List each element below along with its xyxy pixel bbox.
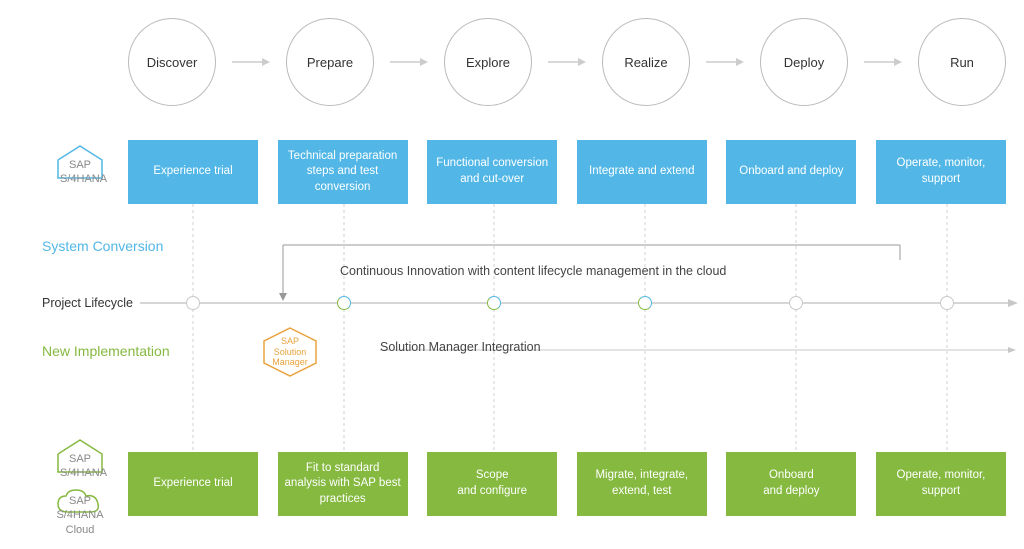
- timeline-dot: [789, 296, 803, 310]
- green-box-row: Experience trial Fit to standard analysi…: [128, 452, 1006, 516]
- phase-circle-discover: Discover: [128, 18, 216, 106]
- phase-circle-run: Run: [918, 18, 1006, 106]
- timeline-dot: [940, 296, 954, 310]
- row-label-top: SAP S/4HANA: [60, 158, 100, 187]
- timeline-dot: [337, 296, 351, 310]
- green-box: Operate, monitor, support: [876, 452, 1006, 516]
- timeline-dot: [487, 296, 501, 310]
- blue-box-row: Experience trial Technical preparation s…: [128, 140, 1006, 204]
- hex-label: SAP Solution Manager: [272, 336, 308, 368]
- phase-circle-realize: Realize: [602, 18, 690, 106]
- phase-arrow-icon: [848, 55, 918, 69]
- timeline-dot: [186, 296, 200, 310]
- blue-box: Experience trial: [128, 140, 258, 204]
- phase-circle-explore: Explore: [444, 18, 532, 106]
- row-label-bottom2: SAP S/4HANA Cloud: [56, 494, 104, 537]
- row-label-bottom1: SAP S/4HANA: [60, 452, 100, 481]
- hexagon-solution-manager-icon: SAP Solution Manager: [260, 326, 320, 378]
- phase-label: Prepare: [307, 55, 353, 70]
- green-box: Onboard and deploy: [726, 452, 856, 516]
- blue-box: Operate, monitor, support: [876, 140, 1006, 204]
- continuous-innovation-text: Continuous Innovation with content lifec…: [340, 264, 726, 278]
- phase-arrow-icon: [216, 55, 286, 69]
- phase-label: Explore: [466, 55, 510, 70]
- solution-manager-text: Solution Manager Integration: [380, 340, 541, 354]
- blue-box: Technical preparation steps and test con…: [278, 140, 408, 204]
- phase-arrow-icon: [690, 55, 760, 69]
- green-box: Migrate, integrate, extend, test: [577, 452, 707, 516]
- blue-box: Integrate and extend: [577, 140, 707, 204]
- phase-label: Discover: [147, 55, 198, 70]
- phase-label: Deploy: [784, 55, 824, 70]
- green-box: Fit to standard analysis with SAP best p…: [278, 452, 408, 516]
- phase-circle-prepare: Prepare: [286, 18, 374, 106]
- phase-arrow-icon: [532, 55, 602, 69]
- green-box: Experience trial: [128, 452, 258, 516]
- phase-row: Discover Prepare Explore Realize Deploy …: [128, 18, 1006, 106]
- blue-box: Onboard and deploy: [726, 140, 856, 204]
- blue-box: Functional conversion and cut-over: [427, 140, 557, 204]
- phase-arrow-icon: [374, 55, 444, 69]
- timeline-dot: [638, 296, 652, 310]
- section-label-system-conversion: System Conversion: [42, 238, 163, 254]
- green-box: Scope and configure: [427, 452, 557, 516]
- phase-circle-deploy: Deploy: [760, 18, 848, 106]
- phase-label: Realize: [624, 55, 667, 70]
- project-lifecycle-label: Project Lifecycle: [42, 296, 133, 310]
- phase-label: Run: [950, 55, 974, 70]
- section-label-new-implementation: New Implementation: [42, 343, 170, 359]
